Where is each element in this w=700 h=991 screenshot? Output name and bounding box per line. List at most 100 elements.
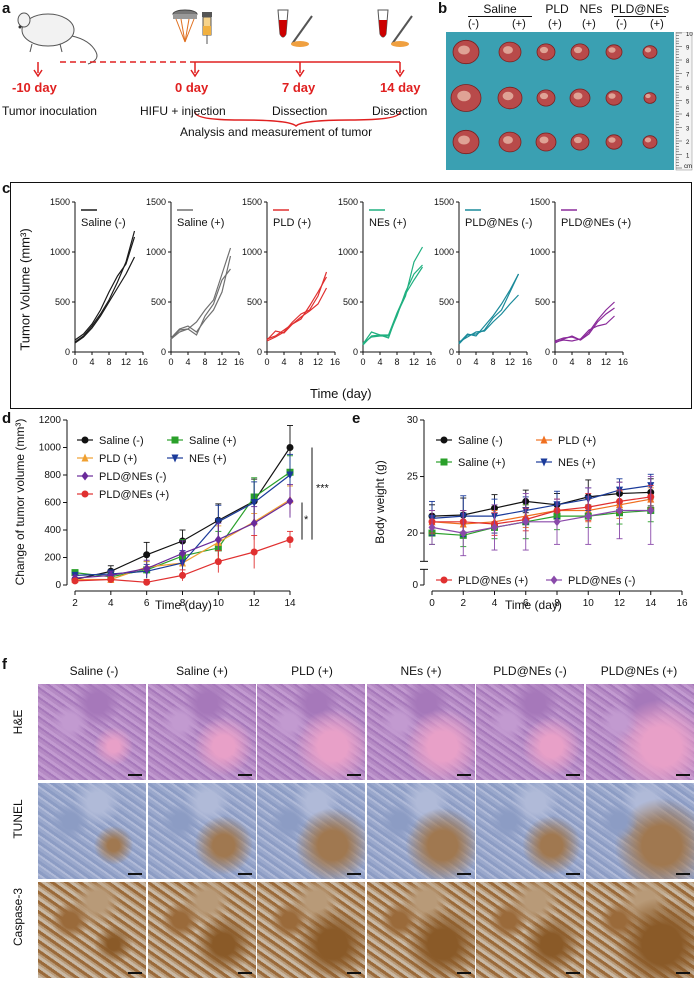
x-tick-label: 4 xyxy=(108,598,114,609)
data-point xyxy=(250,548,258,556)
histology-image xyxy=(147,684,256,780)
data-point xyxy=(647,505,655,515)
y-tick-label: 0 xyxy=(257,347,262,357)
histology-image xyxy=(257,882,365,978)
sig-label-1: *** xyxy=(316,483,330,495)
scale-bar xyxy=(347,774,361,776)
histology-image xyxy=(257,783,365,879)
y-tick-label: 1500 xyxy=(434,197,454,207)
legend-marker xyxy=(81,453,89,462)
legend-marker xyxy=(81,471,89,481)
tumor-sample xyxy=(642,135,658,149)
y-tick-label: 1000 xyxy=(39,443,62,454)
event-dissection-7: Dissection xyxy=(272,104,328,118)
scale-bar xyxy=(456,972,471,974)
growth-line xyxy=(554,301,615,342)
legend-label: NEs (+) xyxy=(558,457,596,469)
scale-bar xyxy=(237,774,252,776)
legend-label: PLD@NEs (-) xyxy=(568,575,635,587)
ruler-label: 1 xyxy=(686,154,690,160)
panel-letter-a: a xyxy=(2,0,11,17)
legend-label: Saline (-) xyxy=(458,435,503,447)
x-tick-label: 6 xyxy=(144,598,150,609)
data-point xyxy=(214,558,222,566)
series-line xyxy=(431,509,651,534)
legend-label: Saline (-) xyxy=(81,217,126,229)
tumor-highlight xyxy=(458,135,470,145)
ruler-label: 3 xyxy=(686,127,690,133)
data-point xyxy=(143,551,151,559)
ruler-label: 10 xyxy=(686,32,693,38)
panel-letter-e: e xyxy=(352,410,361,427)
histology-image xyxy=(366,783,475,879)
y-tick-label: 0 xyxy=(412,580,418,591)
y-tick-label: 1200 xyxy=(39,415,62,426)
x-tick-label: 0 xyxy=(72,357,77,367)
histology-image xyxy=(476,783,584,879)
y-tick-label: 1500 xyxy=(338,197,358,207)
y-tick-label: 20 xyxy=(407,528,419,539)
day-14: 14 day xyxy=(380,80,421,95)
ruler-label: 5 xyxy=(686,100,690,106)
legend-label: PLD (+) xyxy=(99,453,137,465)
series-line xyxy=(431,491,651,517)
legend-label: PLD@NEs (-) xyxy=(99,471,166,483)
group-pld-nes: PLD@NEs xyxy=(610,2,670,16)
event-tumor-inoculation: Tumor inoculation xyxy=(2,104,97,118)
data-point xyxy=(214,518,222,527)
data-point xyxy=(491,522,498,532)
x-tick-label: 0 xyxy=(552,357,557,367)
x-tick-label: 12 xyxy=(614,598,626,609)
row-he: H&E xyxy=(11,709,25,735)
y-tick-label: 25 xyxy=(407,472,419,483)
tumor-photo-panel: Saline PLD NEs PLD@NEs (-) (+) (+) (+) (… xyxy=(446,0,700,175)
x-tick-label: 16 xyxy=(618,357,628,367)
legend-label: PLD (+) xyxy=(273,217,311,229)
tumor-highlight xyxy=(503,136,513,144)
panel-c-xlabel: Time (day) xyxy=(310,386,372,401)
sub-saline-neg: (-) xyxy=(468,18,479,30)
y-tick-label: 500 xyxy=(55,297,70,307)
sub-pldnes-neg: (-) xyxy=(616,18,627,30)
y-tick-label: 200 xyxy=(44,553,61,564)
histology-image xyxy=(366,684,475,780)
x-tick-label: 16 xyxy=(330,357,340,367)
scale-bar xyxy=(237,873,252,875)
histology-image xyxy=(585,882,694,978)
y-tick-label: 0 xyxy=(449,347,454,357)
growth-line xyxy=(362,264,423,344)
legend-label: Saline (+) xyxy=(458,457,505,469)
x-tick-label: 4 xyxy=(492,598,498,609)
data-point xyxy=(250,499,258,507)
scale-bar xyxy=(566,972,580,974)
y-tick-label: 600 xyxy=(44,498,61,509)
data-point xyxy=(143,578,151,586)
panel-e-ylabel: Body weight (g) xyxy=(373,460,387,544)
tumor-highlight xyxy=(573,46,583,54)
growth-line xyxy=(266,287,328,341)
tumor-highlight xyxy=(503,46,513,54)
col-nes-pos: NEs (+) xyxy=(400,664,442,678)
scale-bar xyxy=(566,774,580,776)
growth-subplot: 0 500 1000 1500 0 4 8 12 16 NEs (+) xyxy=(338,197,436,367)
sub-nes-pos: (+) xyxy=(582,18,596,30)
legend-marker xyxy=(440,436,448,444)
growth-line xyxy=(74,236,136,341)
tumor-highlight xyxy=(608,137,616,143)
growth-line xyxy=(554,315,615,343)
x-tick-label: 8 xyxy=(298,357,303,367)
growth-subplot: 0 500 1000 1500 0 4 8 12 16 PLD@NEs (+) xyxy=(530,197,631,367)
scale-bar xyxy=(675,774,690,776)
legend-marker xyxy=(81,436,89,444)
tumor-highlight xyxy=(573,92,583,100)
y-tick-label: 1500 xyxy=(146,197,166,207)
histology-image xyxy=(38,684,146,780)
data-point xyxy=(179,548,186,558)
growth-line xyxy=(458,294,519,343)
day-0: 0 day xyxy=(175,80,209,95)
panel-c-ylabel: Tumor Volume (mm³) xyxy=(17,228,33,351)
legend-label: Saline (+) xyxy=(189,435,236,447)
tumor-sample xyxy=(642,45,658,59)
col-pldnes-neg: PLD@NEs (-) xyxy=(493,664,567,678)
x-tick-label: 16 xyxy=(522,357,532,367)
